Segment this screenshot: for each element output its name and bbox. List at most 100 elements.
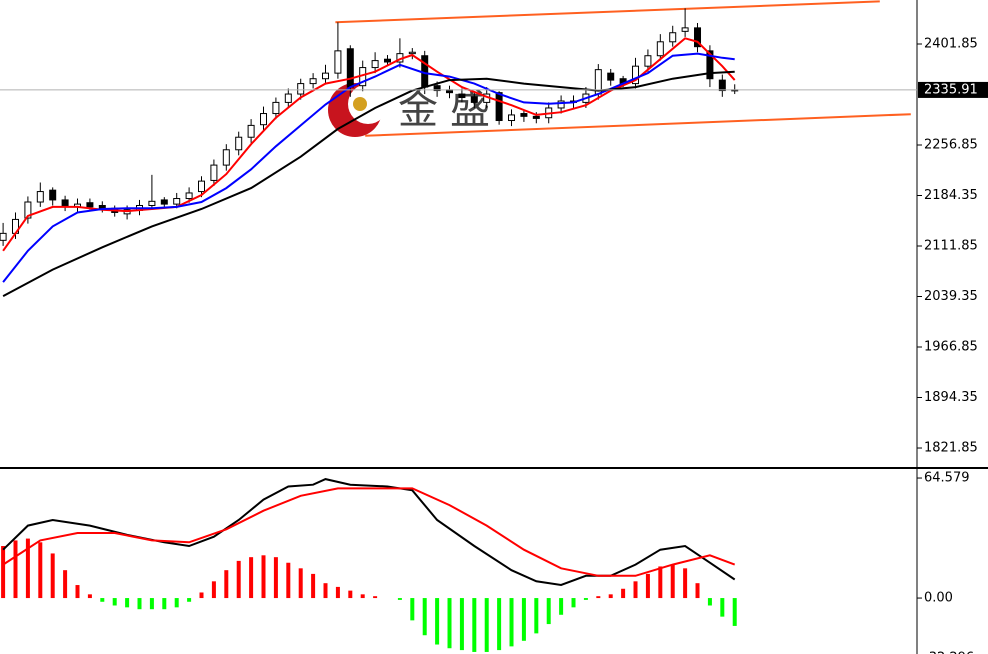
histogram-bar — [410, 598, 415, 621]
candle-body — [470, 96, 478, 103]
histogram-bar — [608, 594, 613, 599]
histogram-bar — [447, 598, 452, 649]
candle-body — [235, 136, 243, 151]
histogram-bar — [125, 598, 130, 608]
histogram-bar — [224, 570, 229, 599]
histogram-bar — [422, 598, 427, 636]
y-tick-label: 2256.85 — [924, 137, 978, 152]
candle-body — [297, 83, 305, 95]
candle-body — [669, 32, 677, 43]
line — [2, 70, 735, 297]
candle-body — [607, 72, 615, 81]
candle-body — [371, 60, 379, 69]
candle-body — [173, 198, 181, 205]
candle-body — [210, 164, 218, 181]
candle-body — [309, 78, 317, 85]
histogram-bar — [534, 598, 539, 634]
histogram-bar — [360, 594, 365, 599]
histogram-bar — [348, 590, 353, 599]
histogram-bar — [521, 598, 526, 641]
y-tick-label: 2039.35 — [924, 289, 978, 304]
candle-body — [557, 100, 565, 109]
histogram-bar — [670, 564, 675, 599]
histogram-bar — [596, 596, 601, 599]
histogram-bar — [100, 598, 105, 602]
histogram-bar — [484, 598, 489, 652]
candle-body — [495, 92, 503, 122]
candle-body — [408, 51, 416, 55]
histogram-bar — [50, 553, 55, 599]
candle-body — [36, 191, 44, 203]
candle-body — [24, 201, 32, 219]
candle-body — [284, 93, 292, 103]
line — [2, 52, 735, 283]
candle-body — [86, 202, 94, 208]
candle-body — [458, 93, 466, 99]
candle-body — [322, 72, 330, 80]
histogram-bar — [509, 598, 514, 647]
candle-body — [198, 180, 206, 193]
line — [2, 487, 736, 577]
histogram-bar — [732, 598, 737, 626]
histogram-bar — [149, 598, 154, 610]
histogram-bar — [621, 588, 626, 599]
histogram-bar — [435, 598, 440, 645]
y-tick-label: 1894.35 — [924, 390, 978, 405]
histogram-bar — [397, 598, 402, 600]
y-tick-label: 0.00 — [924, 591, 953, 606]
y-tick-label: 1966.85 — [924, 340, 978, 355]
histogram-bar — [25, 538, 30, 599]
histogram-bar — [311, 573, 316, 599]
histogram-bar — [199, 592, 204, 599]
candle-body — [185, 192, 193, 200]
histogram-bar — [261, 555, 266, 599]
histogram-bar — [211, 581, 216, 599]
histogram-bar — [286, 562, 291, 599]
histogram-bar — [695, 583, 700, 599]
histogram-bar — [546, 598, 551, 625]
logo-dot — [353, 97, 367, 111]
histogram-bar — [1, 546, 6, 599]
candle-body — [656, 41, 664, 57]
candle-body — [508, 114, 516, 122]
histogram-bar — [633, 581, 638, 599]
candle-body — [0, 232, 7, 241]
histogram-bar — [373, 596, 378, 599]
candle-body — [260, 113, 268, 126]
histogram-bar — [236, 560, 241, 599]
histogram-bar — [571, 598, 576, 608]
histogram-bar — [249, 557, 254, 599]
histogram-bar — [273, 557, 278, 599]
histogram-bar — [459, 598, 464, 651]
candle-body — [532, 115, 540, 119]
histogram-bar — [559, 598, 564, 615]
histogram-bar — [335, 586, 340, 599]
last-price-label: 2335.91 — [924, 82, 978, 97]
candle-body — [706, 50, 714, 80]
histogram-bar — [38, 542, 43, 599]
candle-body — [520, 113, 528, 117]
line — [335, 0, 880, 24]
y-tick-label: 2401.85 — [924, 36, 978, 51]
histogram-bar — [63, 570, 68, 599]
histogram-bar — [75, 585, 80, 599]
y-tick-label: 1821.85 — [924, 441, 978, 456]
candle-body — [384, 58, 392, 63]
y-tick-label: 2111.85 — [924, 239, 978, 254]
last-price-box — [918, 81, 988, 98]
candle-body — [222, 149, 230, 166]
candle-body — [61, 199, 69, 206]
logo-cut — [348, 84, 388, 124]
candle-body — [272, 101, 280, 115]
histogram-bar — [707, 598, 712, 606]
candle-body — [247, 124, 255, 138]
histogram-bar — [720, 598, 725, 617]
histogram-bar — [162, 598, 167, 610]
histogram-bar — [645, 573, 650, 599]
histogram-bar — [323, 583, 328, 599]
histogram-bar — [583, 598, 588, 600]
histogram-bar — [112, 598, 117, 606]
candle-body — [346, 48, 354, 88]
candle-body — [334, 50, 342, 74]
